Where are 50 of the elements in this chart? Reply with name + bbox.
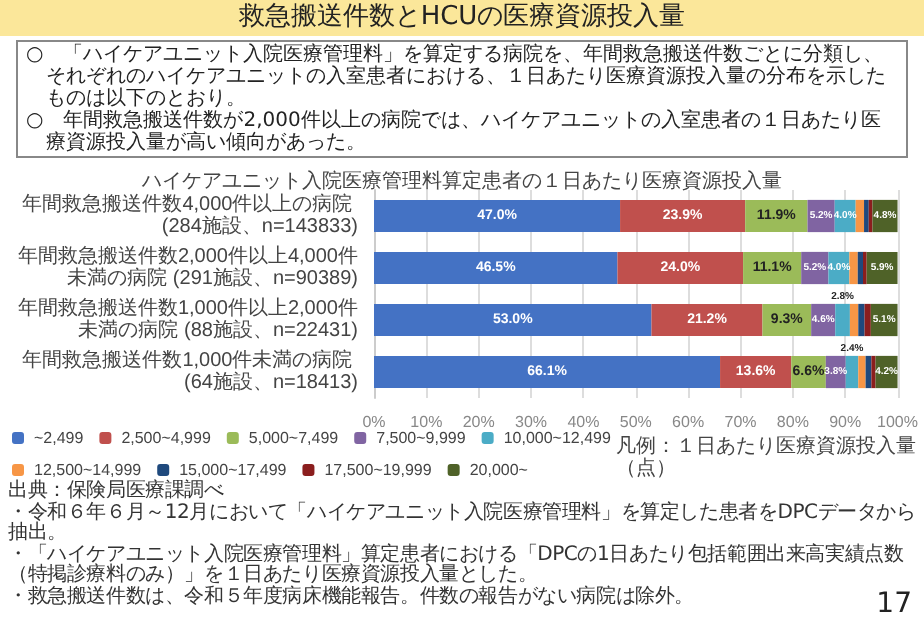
x-tick-label: 10%	[410, 413, 443, 431]
bar	[374, 199, 621, 233]
bar	[849, 303, 859, 337]
legend-label: 10,000~12,499	[503, 429, 612, 447]
x-tick-label: 0%	[362, 413, 386, 431]
source-note: 出典：保険局医療課調べ	[8, 480, 226, 502]
y-tick-label: 年間救急搬送件数2,000件以上4,000件未満の病院 (291施設、n=90389)	[17, 244, 358, 290]
bar	[374, 303, 652, 337]
bar	[855, 199, 865, 233]
legend-label: 2,500~4,999	[121, 429, 212, 447]
bar	[845, 355, 859, 389]
x-tick-label: 80%	[776, 413, 809, 431]
text: ・「ハイケアユニット入院医療管理料」算定患者における「DPCの1日あたり包括範囲出来高実績点数（特掲診療料のみ）」を１日あたり医療資源投入量とした。	[8, 543, 906, 586]
bar	[651, 303, 763, 337]
legend-label: 7,500~9,999	[376, 429, 467, 447]
text: ・令和６年６月～12月において「ハイケアユニット入院医療管理料」を算定した患者をDPCデータから抽出。	[8, 501, 918, 544]
bar	[835, 303, 850, 337]
legend-label: 5,000~7,499	[248, 429, 340, 447]
x-tick-label: 20%	[462, 413, 495, 431]
x-tick-label: 30%	[515, 413, 548, 431]
chart-subtitle: ハイケアユニット入院医療管理料算定患者の１日あたり医療資源投入量	[140, 169, 782, 193]
bar	[858, 355, 866, 389]
legend-label: 20,000~	[469, 461, 529, 479]
legend-title: 凡例：１日あたり医療資源投入量（点）	[616, 434, 916, 480]
x-tick-label: 50%	[619, 413, 652, 431]
bar	[620, 199, 746, 233]
y-tick-label: 年間救急搬送件数4,000件以上の病院 (284施設、n=143833)	[22, 192, 358, 238]
y-tick-label: 年間救急搬送件数1,000件以上2,000件未満の病院 (88施設、n=22431)	[17, 296, 358, 342]
legend-label: 17,500~19,999	[324, 461, 433, 479]
chart-title: 救急搬送件数とHCUの医療資源投入量	[0, 0, 924, 36]
bar	[849, 251, 858, 285]
bar	[857, 251, 863, 285]
bar	[374, 355, 721, 389]
bar	[617, 251, 744, 285]
x-tick-label: 100%	[877, 413, 919, 431]
bar	[374, 251, 618, 285]
text: 17	[876, 588, 912, 620]
text: ○ 「ハイケアユニット入院医療管理料」を算定する病院を、年間救急搬送件数ごとに分類し、それぞれのハイケアユニットの入室患者における、１日あたり医療資源投入量の分布を示したものは以下のとおり。	[26, 44, 888, 110]
y-tick-label: 年間救急搬送件数1,000件未満の病院 (64施設、n=18413)	[22, 348, 358, 394]
legend-label: ~2,499	[34, 429, 85, 447]
x-tick-label: 60%	[672, 413, 705, 431]
legend-label: 12,500~14,999	[34, 461, 143, 479]
bar	[858, 303, 865, 337]
text: ・救急搬送件数は、令和５年度病床機能報告。件数の報告がない病院は除外。	[8, 585, 695, 607]
text: ○ 年間救急搬送件数が2,000件以上の病院では、ハイケアユニットの入室患者の１日あたり医療資源投入量が高い傾向があった。	[26, 110, 883, 154]
x-tick-label: 90%	[829, 413, 862, 431]
legend-label: 15,000~17,499	[179, 461, 288, 479]
x-tick-label: 40%	[567, 413, 600, 431]
x-tick-label: 70%	[724, 413, 757, 431]
bar	[864, 303, 871, 337]
